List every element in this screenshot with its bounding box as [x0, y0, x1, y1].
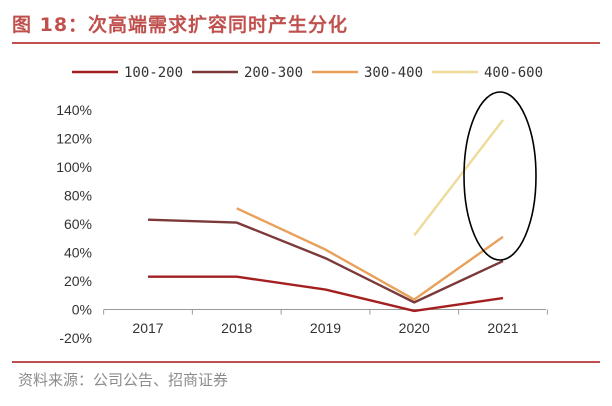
y-tick-label: 120%: [56, 131, 92, 147]
x-tick-label: 2020: [399, 320, 430, 336]
annotations: [463, 91, 537, 261]
source-note: 资料来源：公司公告、招商证券: [18, 371, 229, 389]
y-tick-label: 0%: [72, 302, 92, 318]
y-tick-label: 140%: [56, 102, 92, 118]
title-divider: [12, 42, 600, 44]
series-line-200-300: [147, 218, 504, 304]
legend: 100-200 200-300 300-400 400-600: [72, 65, 543, 81]
y-tick-label: -20%: [59, 330, 92, 346]
legend-label: 100-200: [124, 65, 183, 81]
chart-title: 图 18：次高端需求扩容同时产生分化: [12, 14, 349, 36]
y-tick-label: 40%: [64, 245, 92, 261]
series-line-400-600: [413, 119, 504, 237]
legend-label: 400-600: [484, 65, 543, 81]
legend-label: 200-300: [244, 65, 303, 81]
legend-label: 300-400: [364, 65, 423, 81]
footer-divider: [12, 361, 600, 363]
y-tick-label: 100%: [56, 159, 92, 175]
series-line-100-200: [148, 275, 504, 313]
x-axis: 2017 2018 2019 2020 2021: [103, 309, 548, 336]
series-line-300-400: [236, 207, 504, 301]
x-tick-label: 2018: [221, 320, 252, 336]
x-tick-label: 2019: [310, 320, 341, 336]
y-tick-label: 60%: [64, 216, 92, 232]
highlight-ellipse: [463, 91, 537, 261]
x-tick-label: 2021: [487, 320, 518, 336]
x-tick-label: 2017: [132, 320, 163, 336]
series-lines: [147, 119, 504, 313]
y-axis: -20% 0% 20% 40% 60% 80% 100% 120% 140%: [56, 102, 92, 346]
y-tick-label: 20%: [64, 273, 92, 289]
y-tick-label: 80%: [64, 188, 92, 204]
